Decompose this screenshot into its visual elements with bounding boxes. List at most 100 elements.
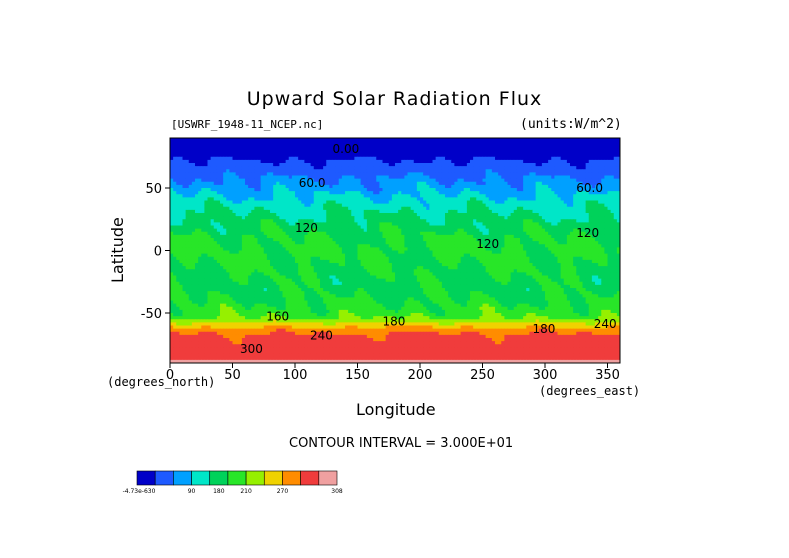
heatmap-cell xyxy=(251,181,255,186)
heatmap-cell xyxy=(316,225,321,230)
heatmap-cell xyxy=(229,203,233,208)
heatmap-cell xyxy=(532,203,537,208)
heatmap-cell xyxy=(563,197,568,201)
heatmap-cell xyxy=(557,156,562,161)
heatmap-cell xyxy=(316,234,321,239)
heatmap-cell xyxy=(238,156,243,161)
heatmap-cell xyxy=(535,216,540,220)
heatmap-cell xyxy=(523,147,527,151)
heatmap-cell xyxy=(438,163,443,167)
heatmap-cell xyxy=(345,206,349,211)
heatmap-cell xyxy=(401,228,405,233)
heatmap-cell xyxy=(520,200,524,205)
heatmap-cell xyxy=(170,222,174,226)
heatmap-cell xyxy=(463,147,468,151)
heatmap-cell xyxy=(316,197,321,201)
heatmap-cell xyxy=(451,225,455,230)
heatmap-cell xyxy=(338,156,343,161)
heatmap-cell xyxy=(270,238,274,242)
heatmap-cell xyxy=(548,153,552,158)
heatmap-cell xyxy=(510,156,515,161)
heatmap-cell xyxy=(429,163,433,167)
heatmap-cell xyxy=(273,206,277,211)
heatmap-cell xyxy=(410,141,415,145)
heatmap-cell xyxy=(423,156,427,161)
heatmap-cell xyxy=(454,172,458,176)
heatmap-cell xyxy=(326,216,330,220)
heatmap-cell xyxy=(416,163,421,167)
heatmap-cell xyxy=(610,191,615,195)
heatmap-cell xyxy=(223,163,227,167)
heatmap-cell xyxy=(598,213,602,217)
heatmap-cell xyxy=(363,244,368,248)
heatmap-cell xyxy=(276,244,280,248)
heatmap-cell xyxy=(454,238,458,242)
heatmap-cell xyxy=(363,181,368,186)
heatmap-cell xyxy=(526,138,530,142)
heatmap-cell xyxy=(445,169,449,173)
heatmap-cell xyxy=(582,159,587,164)
heatmap-cell xyxy=(273,147,277,151)
heatmap-cell xyxy=(273,241,277,245)
heatmap-cell xyxy=(191,213,196,217)
heatmap-cell xyxy=(357,159,362,164)
heatmap-cell xyxy=(563,156,568,161)
heatmap-cell xyxy=(288,244,293,248)
heatmap-cell xyxy=(513,228,518,233)
heatmap-cell xyxy=(488,147,493,151)
heatmap-cell xyxy=(585,156,590,161)
heatmap-cell xyxy=(598,166,602,170)
heatmap-cell xyxy=(382,159,387,164)
heatmap-cell xyxy=(457,147,462,151)
heatmap-cell xyxy=(545,153,549,158)
heatmap-cell xyxy=(563,238,568,242)
heatmap-cell xyxy=(563,225,568,230)
heatmap-cell xyxy=(304,213,308,217)
heatmap-cell xyxy=(323,228,327,233)
heatmap-cell xyxy=(466,209,471,214)
heatmap-cell xyxy=(176,141,180,145)
heatmap-cell xyxy=(529,219,533,223)
heatmap-cell xyxy=(595,156,599,161)
heatmap-cell xyxy=(470,147,474,151)
heatmap-cell xyxy=(351,156,355,161)
heatmap-cell xyxy=(182,206,187,211)
heatmap-cell xyxy=(273,181,277,186)
heatmap-cell xyxy=(188,213,193,217)
heatmap-cell xyxy=(579,147,583,151)
heatmap-cell xyxy=(248,244,252,248)
heatmap-cell xyxy=(366,231,371,236)
heatmap-cell xyxy=(395,153,399,158)
heatmap-cell xyxy=(588,184,593,189)
heatmap-cell xyxy=(373,238,377,242)
heatmap-cell xyxy=(470,166,474,170)
heatmap-cell xyxy=(266,228,271,233)
heatmap-cell xyxy=(588,172,593,176)
heatmap-cell xyxy=(232,200,237,205)
heatmap-cell xyxy=(429,225,433,230)
heatmap-cell xyxy=(601,197,605,201)
heatmap-cell xyxy=(232,153,237,158)
heatmap-cell xyxy=(560,144,565,148)
heatmap-cell xyxy=(607,209,612,214)
heatmap-cell xyxy=(257,234,262,239)
heatmap-cell xyxy=(413,209,418,214)
heatmap-cell xyxy=(373,216,377,220)
heatmap-cell xyxy=(538,209,543,214)
heatmap-cell xyxy=(598,150,602,155)
heatmap-cell xyxy=(401,194,405,198)
heatmap-cell xyxy=(398,175,402,180)
heatmap-cell xyxy=(188,222,193,226)
heatmap-cell xyxy=(229,219,233,223)
heatmap-cell xyxy=(476,144,480,148)
heatmap-cell xyxy=(326,225,330,230)
heatmap-cell xyxy=(445,141,449,145)
heatmap-cell xyxy=(457,172,462,176)
heatmap-cell xyxy=(391,234,396,239)
heatmap-cell xyxy=(504,166,508,170)
heatmap-cell xyxy=(401,181,405,186)
heatmap-cell xyxy=(373,138,377,142)
heatmap-cell xyxy=(545,216,549,220)
heatmap-cell xyxy=(295,234,299,239)
heatmap-cell xyxy=(429,219,433,223)
